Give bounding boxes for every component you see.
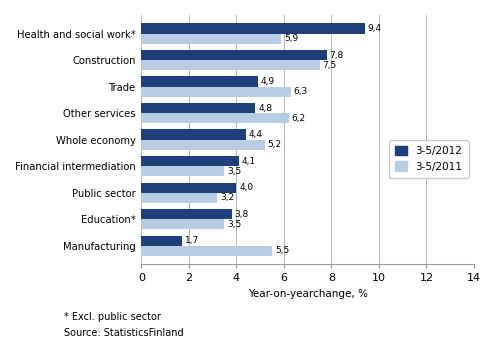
Bar	[141, 87, 291, 97]
Bar	[141, 219, 225, 229]
Bar	[141, 50, 327, 60]
Bar	[141, 130, 246, 139]
Bar	[141, 156, 239, 166]
Text: 3,8: 3,8	[235, 209, 248, 219]
Text: 3,5: 3,5	[227, 167, 242, 176]
Text: 3,5: 3,5	[227, 220, 242, 228]
Bar	[141, 166, 225, 176]
Bar	[141, 24, 365, 33]
Text: 5,2: 5,2	[268, 140, 282, 149]
Text: 5,5: 5,5	[275, 246, 289, 255]
Legend: 3-5/2012, 3-5/2011: 3-5/2012, 3-5/2011	[388, 140, 469, 178]
Text: 4,8: 4,8	[258, 104, 272, 113]
Text: 4,4: 4,4	[248, 130, 263, 139]
Text: 1,7: 1,7	[185, 236, 199, 245]
Text: 9,4: 9,4	[368, 24, 381, 33]
Text: 4,0: 4,0	[239, 183, 253, 192]
Text: * Excl. public sector: * Excl. public sector	[64, 312, 161, 322]
Bar	[141, 246, 272, 256]
Bar	[141, 113, 289, 123]
Bar	[141, 33, 282, 44]
Bar	[141, 182, 236, 193]
Bar	[141, 139, 265, 150]
Text: 6,2: 6,2	[292, 114, 306, 123]
Text: 7,8: 7,8	[329, 50, 344, 60]
Bar	[141, 209, 232, 219]
Text: 7,5: 7,5	[322, 61, 337, 70]
Text: 6,3: 6,3	[294, 87, 308, 96]
Text: 3,2: 3,2	[220, 193, 234, 202]
Bar	[141, 60, 319, 70]
Text: 4,1: 4,1	[242, 157, 256, 165]
Bar	[141, 193, 217, 203]
Text: 5,9: 5,9	[284, 34, 299, 43]
Text: 4,9: 4,9	[260, 77, 275, 86]
Bar	[141, 103, 255, 113]
Bar	[141, 236, 182, 246]
X-axis label: Year-on-yearchange, %: Year-on-yearchange, %	[248, 289, 368, 299]
Text: Source: StatisticsFinland: Source: StatisticsFinland	[64, 328, 184, 338]
Bar	[141, 76, 258, 87]
